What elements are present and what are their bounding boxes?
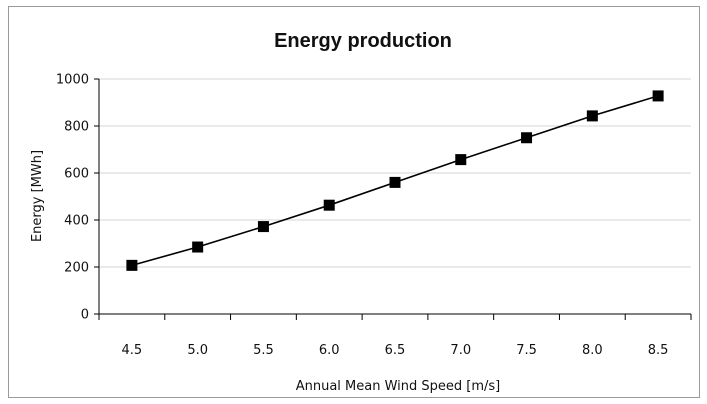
- x-tick-label: 4.5: [122, 343, 143, 358]
- y-tick-label: 0: [81, 308, 89, 323]
- x-tick-label: 6.0: [319, 343, 340, 358]
- y-axis-label: Energy [MWh]: [30, 150, 45, 242]
- data-point: [455, 154, 467, 166]
- data-point: [257, 221, 269, 233]
- energy-production-chart: Energy production 0 200 400 600 800 1000 4.5 5…: [30, 30, 692, 394]
- x-tick-label: 5.5: [253, 343, 274, 358]
- y-tick-labels: 0 200 400 600 800 1000: [56, 73, 89, 323]
- chart-title: Energy production: [274, 30, 452, 52]
- y-tick-label: 200: [64, 261, 89, 276]
- data-point: [126, 259, 138, 271]
- data-point: [323, 199, 335, 211]
- x-tick-label: 5.0: [187, 343, 208, 358]
- x-tick-label: 8.5: [648, 343, 669, 358]
- x-tick-label: 7.5: [516, 343, 537, 358]
- x-axis-label: Annual Mean Wind Speed [m/s]: [296, 379, 501, 394]
- y-tick-label: 800: [64, 120, 89, 135]
- chart-frame: Energy production 0 200 400 600 800 1000 4.5 5…: [8, 6, 700, 398]
- axes: [94, 78, 692, 320]
- x-tick-label: 8.0: [582, 343, 603, 358]
- y-tick-label: 1000: [56, 73, 89, 88]
- x-tick-label: 7.0: [450, 343, 471, 358]
- data-point: [652, 90, 664, 102]
- x-tick-label: 6.5: [385, 343, 406, 358]
- x-tick-labels: 4.5 5.0 5.5 6.0 6.5 7.0 7.5 8.0 8.5: [122, 343, 669, 358]
- data-point: [586, 110, 598, 122]
- data-point: [521, 132, 533, 144]
- data-point: [389, 176, 401, 188]
- data-series: [126, 90, 664, 271]
- y-tick-label: 600: [64, 167, 89, 182]
- gridlines: [99, 78, 691, 268]
- data-point: [192, 241, 204, 253]
- y-tick-label: 400: [64, 214, 89, 229]
